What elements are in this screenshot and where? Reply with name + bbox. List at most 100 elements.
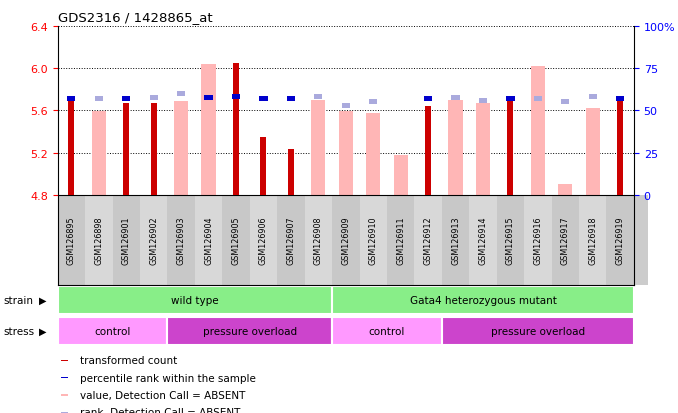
Text: stress: stress xyxy=(3,326,35,337)
Bar xyxy=(616,97,624,102)
Text: percentile rank within the sample: percentile rank within the sample xyxy=(79,373,256,383)
Bar xyxy=(332,318,442,345)
Text: GSM126915: GSM126915 xyxy=(506,216,515,264)
Text: GSM126895: GSM126895 xyxy=(67,216,76,264)
Bar xyxy=(259,97,268,102)
Bar xyxy=(151,104,157,195)
Bar xyxy=(534,97,542,102)
Text: GSM126912: GSM126912 xyxy=(424,216,433,264)
Bar xyxy=(167,195,195,285)
Text: pressure overload: pressure overload xyxy=(203,326,297,337)
Bar xyxy=(60,412,68,413)
Text: wild type: wild type xyxy=(171,295,219,306)
Text: GSM126914: GSM126914 xyxy=(479,216,487,264)
Text: GSM126910: GSM126910 xyxy=(369,216,378,264)
Text: GSM126916: GSM126916 xyxy=(534,216,542,264)
Bar xyxy=(311,101,325,195)
Bar xyxy=(140,195,167,285)
Text: GSM126907: GSM126907 xyxy=(286,216,296,264)
Bar xyxy=(68,100,75,195)
Bar xyxy=(60,377,68,378)
Bar xyxy=(92,112,106,195)
Text: GSM126902: GSM126902 xyxy=(149,216,158,264)
Text: GSM126903: GSM126903 xyxy=(177,216,186,264)
Bar xyxy=(167,318,332,345)
Text: GDS2316 / 1428865_at: GDS2316 / 1428865_at xyxy=(58,11,212,24)
Bar xyxy=(205,96,213,101)
Text: GSM126905: GSM126905 xyxy=(231,216,241,264)
Bar xyxy=(342,103,350,108)
Bar xyxy=(442,195,469,285)
Text: GSM126904: GSM126904 xyxy=(204,216,213,264)
Bar xyxy=(85,195,113,285)
Bar xyxy=(71,195,647,285)
Bar xyxy=(506,97,515,102)
Text: GSM126917: GSM126917 xyxy=(561,216,570,264)
Bar xyxy=(67,97,75,102)
Bar xyxy=(552,195,579,285)
Bar xyxy=(589,95,597,100)
Text: GSM126901: GSM126901 xyxy=(122,216,131,264)
Bar xyxy=(150,96,158,101)
Text: ▶: ▶ xyxy=(39,295,47,306)
Bar xyxy=(393,155,407,195)
Text: Gata4 heterozygous mutant: Gata4 heterozygous mutant xyxy=(410,295,557,306)
Text: GSM126908: GSM126908 xyxy=(314,216,323,264)
Bar xyxy=(122,97,130,102)
Text: rank, Detection Call = ABSENT: rank, Detection Call = ABSENT xyxy=(79,407,240,413)
Text: GSM126906: GSM126906 xyxy=(259,216,268,264)
Text: GSM126909: GSM126909 xyxy=(341,216,351,264)
Bar xyxy=(561,100,570,105)
Bar xyxy=(250,195,277,285)
Text: transformed count: transformed count xyxy=(79,356,177,366)
Bar xyxy=(58,318,167,345)
Bar xyxy=(332,195,359,285)
Bar xyxy=(479,99,487,104)
Bar xyxy=(95,97,103,102)
Bar xyxy=(177,92,185,97)
Bar xyxy=(201,65,216,195)
Bar xyxy=(366,113,380,195)
Bar xyxy=(531,67,545,195)
Bar xyxy=(195,195,222,285)
Bar xyxy=(425,107,431,195)
Bar xyxy=(113,195,140,285)
Bar xyxy=(448,101,462,195)
Bar xyxy=(424,97,433,102)
Text: control: control xyxy=(94,326,131,337)
Bar xyxy=(586,109,600,195)
Bar xyxy=(174,102,188,195)
Bar xyxy=(277,195,304,285)
Bar xyxy=(60,394,68,396)
Bar xyxy=(579,195,607,285)
Text: value, Detection Call = ABSENT: value, Detection Call = ABSENT xyxy=(79,390,245,400)
Bar xyxy=(233,64,239,195)
Bar xyxy=(288,150,294,195)
Bar xyxy=(369,100,378,105)
Bar xyxy=(476,104,490,195)
Text: GSM126911: GSM126911 xyxy=(396,216,405,264)
Bar xyxy=(232,95,240,100)
Text: GSM126919: GSM126919 xyxy=(616,216,624,264)
Text: ▶: ▶ xyxy=(39,326,47,337)
Bar xyxy=(387,195,414,285)
Text: strain: strain xyxy=(3,295,33,306)
Bar xyxy=(58,195,85,285)
Text: control: control xyxy=(369,326,405,337)
Bar xyxy=(338,112,353,195)
Bar xyxy=(558,185,572,195)
Bar xyxy=(359,195,387,285)
Bar xyxy=(60,360,68,361)
Bar xyxy=(452,96,460,101)
Bar xyxy=(58,287,332,314)
Bar xyxy=(314,95,323,100)
Text: GSM126913: GSM126913 xyxy=(451,216,460,264)
Bar xyxy=(607,195,634,285)
Text: pressure overload: pressure overload xyxy=(491,326,585,337)
Bar xyxy=(123,104,129,195)
Bar xyxy=(332,287,634,314)
Bar xyxy=(507,100,513,195)
Bar xyxy=(287,97,295,102)
Bar xyxy=(617,100,623,195)
Bar xyxy=(469,195,497,285)
